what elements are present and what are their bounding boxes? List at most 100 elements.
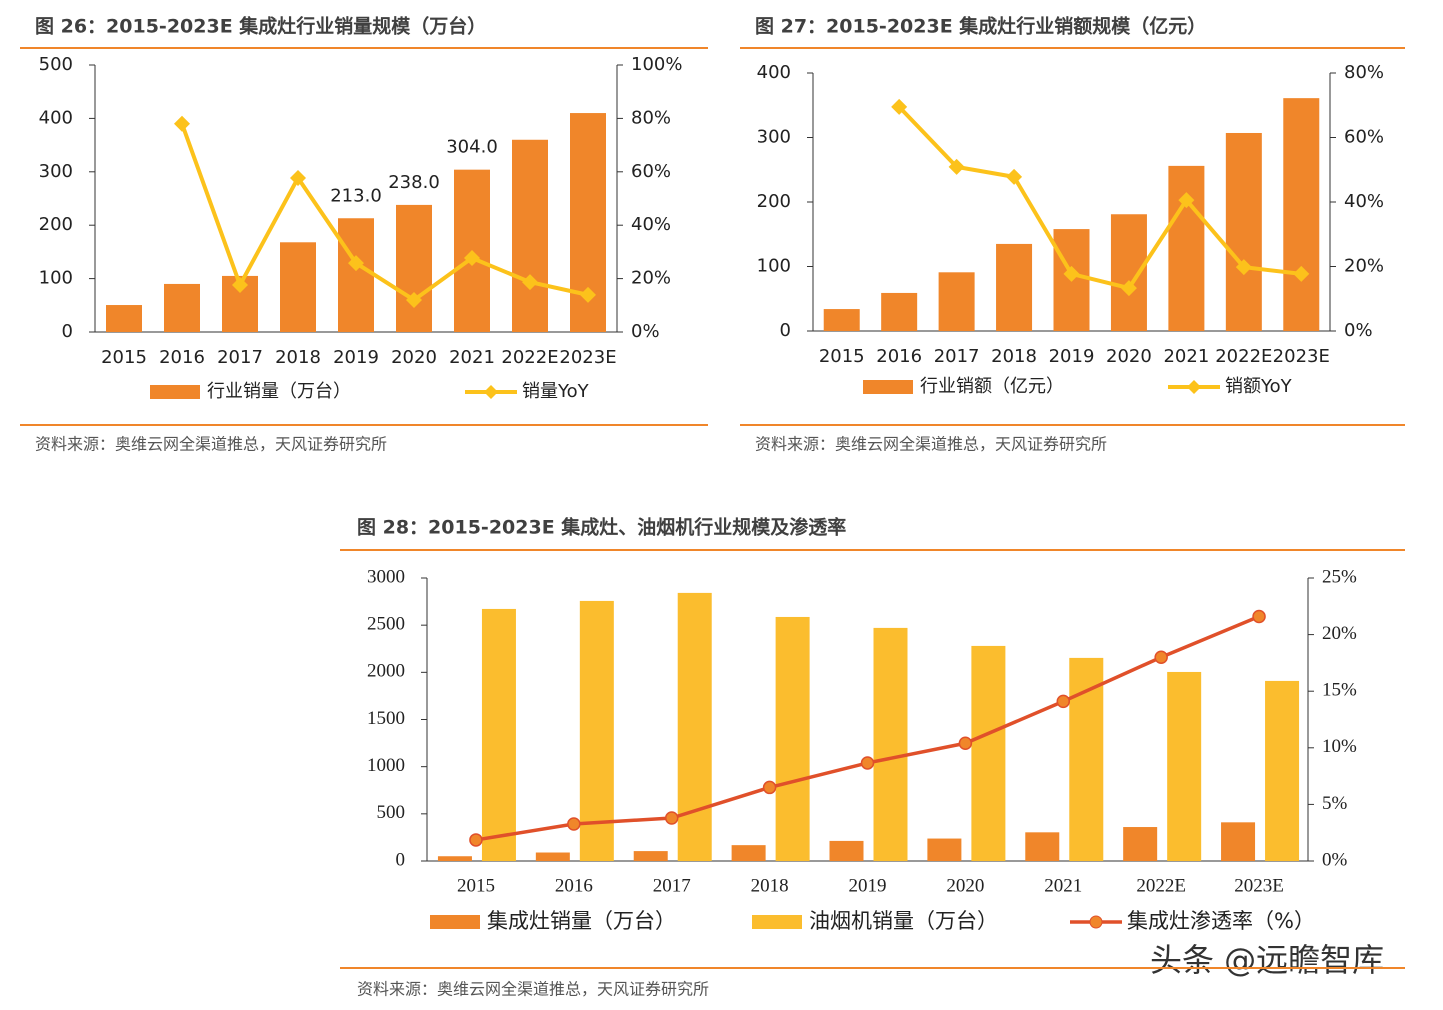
- y2-tick-label: 60%: [631, 161, 671, 182]
- bar: [1123, 827, 1158, 861]
- x-tick-label: 2017: [934, 346, 980, 367]
- bar: [1168, 165, 1205, 331]
- bar: [1110, 214, 1147, 331]
- y2-tick-label: 20%: [1322, 623, 1357, 644]
- x-tick-label: 2023E: [1234, 875, 1284, 896]
- bar: [512, 139, 548, 332]
- legend-label: 集成灶渗透率（%）: [1127, 909, 1315, 933]
- y-tick-label: 400: [39, 107, 73, 128]
- marker: [664, 811, 679, 825]
- y2-tick-label: 40%: [631, 214, 671, 235]
- x-tick-label: 2020: [946, 875, 984, 896]
- y-tick-label: 200: [39, 214, 73, 235]
- x-tick-label: 2015: [819, 346, 865, 367]
- marker: [522, 274, 538, 291]
- source-note: 资料来源：奥维云网全渠道推总，天风证券研究所: [35, 435, 387, 454]
- y-tick-label: 300: [39, 161, 73, 182]
- y-tick-label: 3000: [367, 566, 405, 587]
- y-tick-label: 2500: [367, 614, 405, 635]
- x-tick-label: 2022E: [1136, 875, 1186, 896]
- bar: [106, 305, 142, 332]
- x-tick-label: 2021: [449, 347, 495, 368]
- legend-swatch: [752, 915, 802, 929]
- bar: [971, 645, 1006, 861]
- marker: [1178, 192, 1195, 209]
- x-tick-label: 2018: [751, 875, 789, 896]
- x-tick-label: 2023E: [559, 347, 616, 368]
- marker: [1293, 265, 1310, 282]
- bar: [1167, 671, 1202, 861]
- marker: [232, 277, 248, 294]
- y-tick-label: 500: [377, 802, 406, 823]
- marker: [464, 250, 480, 267]
- y-tick-label: 400: [757, 62, 791, 83]
- y-tick-label: 300: [757, 127, 791, 148]
- y-tick-label: 1000: [367, 755, 405, 776]
- bar: [164, 283, 200, 332]
- x-tick-label: 2020: [391, 347, 437, 368]
- bar: [881, 292, 918, 331]
- y-tick-label: 100: [39, 268, 73, 289]
- y2-tick-label: 80%: [1344, 62, 1384, 83]
- legend-label: 行业销量（万台）: [207, 381, 351, 402]
- bar: [873, 627, 908, 861]
- marker: [469, 833, 483, 847]
- marker: [567, 817, 581, 831]
- bar: [1069, 657, 1104, 861]
- y2-tick-label: 20%: [631, 268, 671, 289]
- y-tick-label: 500: [39, 54, 73, 75]
- bar: [535, 852, 570, 861]
- x-tick-label: 2021: [1163, 346, 1209, 367]
- marker: [1120, 280, 1137, 297]
- legend-marker: [1187, 380, 1201, 394]
- y2-tick-label: 0%: [1322, 849, 1348, 870]
- y-tick-label: 0: [62, 321, 73, 342]
- bar: [579, 600, 614, 861]
- legend-label: 油烟机销量（万台）: [809, 909, 998, 933]
- legend-swatch: [150, 385, 200, 399]
- legend-label: 销量YoY: [522, 381, 590, 402]
- bar: [823, 309, 860, 331]
- x-tick-label: 2022E: [501, 347, 558, 368]
- marker: [580, 286, 596, 303]
- y-tick-label: 2000: [367, 661, 405, 682]
- legend-marker: [1089, 915, 1103, 929]
- bar: [1283, 98, 1320, 331]
- x-tick-label: 2016: [876, 346, 922, 367]
- bar: [1265, 680, 1300, 861]
- bar: [396, 204, 432, 332]
- y2-tick-label: 80%: [631, 107, 671, 128]
- watermark: 头条 @远瞻智库: [1150, 941, 1384, 979]
- x-tick-label: 2018: [991, 346, 1037, 367]
- y2-tick-label: 40%: [1344, 191, 1384, 212]
- bar: [677, 592, 712, 861]
- bar: [1221, 822, 1256, 861]
- legend-label: 行业销额（亿元）: [920, 376, 1064, 397]
- bar: [1225, 132, 1262, 331]
- marker: [1006, 168, 1023, 185]
- legend-label: 集成灶销量（万台）: [487, 909, 676, 933]
- bar: [338, 218, 374, 332]
- marker: [948, 158, 965, 175]
- y2-tick-label: 5%: [1322, 793, 1348, 814]
- marker: [406, 291, 422, 308]
- chart-title: 图 26：2015-2023E 集成灶行业销量规模（万台）: [35, 15, 486, 38]
- marker: [762, 780, 777, 795]
- legend-label: 销额YoY: [1225, 376, 1293, 397]
- bar: [829, 840, 864, 861]
- source-note: 资料来源：奥维云网全渠道推总，天风证券研究所: [357, 980, 709, 999]
- x-tick-label: 2022E: [1215, 346, 1272, 367]
- y2-tick-label: 15%: [1322, 680, 1357, 701]
- line: [897, 105, 1302, 291]
- marker: [1252, 609, 1266, 624]
- x-tick-label: 2015: [457, 875, 495, 896]
- marker: [891, 98, 908, 115]
- data-label: 304.0: [446, 137, 498, 158]
- y2-tick-label: 20%: [1344, 256, 1384, 277]
- bar: [481, 608, 516, 861]
- x-tick-label: 2015: [101, 347, 147, 368]
- legend-swatch: [863, 380, 913, 394]
- x-tick-label: 2018: [275, 347, 321, 368]
- source-note: 资料来源：奥维云网全渠道推总，天风证券研究所: [755, 435, 1107, 454]
- x-tick-label: 2019: [1049, 346, 1095, 367]
